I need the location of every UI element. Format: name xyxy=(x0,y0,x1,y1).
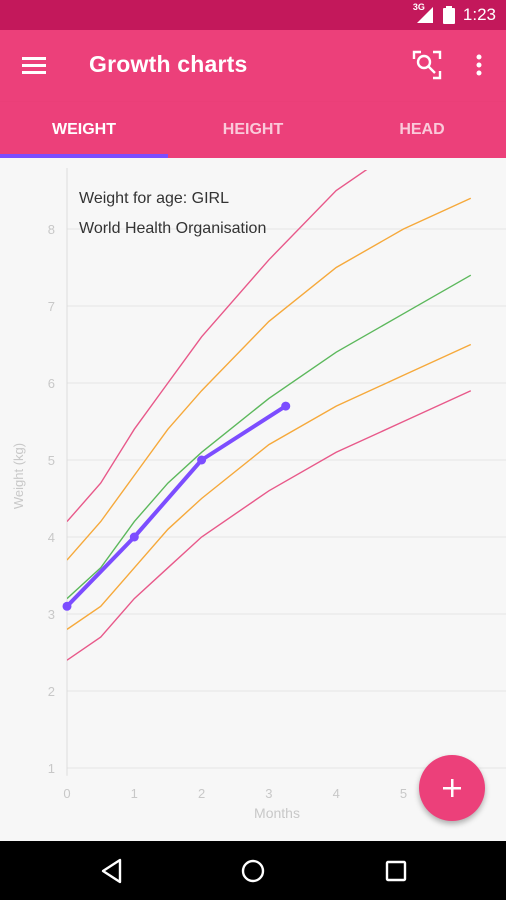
percentile-curve-median xyxy=(67,274,472,600)
measurement-point[interactable] xyxy=(62,601,72,611)
x-axis-label: Months xyxy=(254,805,300,821)
y-tick-label: 2 xyxy=(48,684,55,699)
x-tick-label: 0 xyxy=(63,786,70,801)
nav-bar xyxy=(0,841,506,900)
add-measurement-button[interactable] xyxy=(419,755,485,821)
home-icon[interactable] xyxy=(236,854,270,888)
chart-annotation-source: World Health Organisation xyxy=(79,220,266,237)
measurement-point[interactable] xyxy=(129,532,139,542)
plus-icon xyxy=(443,779,461,797)
tab-bar: WEIGHT HEIGHT HEAD xyxy=(0,102,506,158)
measurement-point[interactable] xyxy=(197,455,207,465)
chart-annotation-title: Weight for age: GIRL xyxy=(79,190,229,207)
more-vert-icon[interactable] xyxy=(468,48,490,82)
measurement-line xyxy=(65,404,287,608)
x-tick-label: 2 xyxy=(198,786,205,801)
y-axis-label: Weight (kg) xyxy=(11,443,26,509)
x-tick-label: 5 xyxy=(400,786,407,801)
percentile-curve-mid xyxy=(67,343,472,630)
back-icon[interactable] xyxy=(95,854,129,888)
app-bar: Growth charts xyxy=(0,30,506,102)
y-tick-label: 1 xyxy=(48,761,55,776)
x-tick-label: 4 xyxy=(333,786,340,801)
signal-icon: 3G xyxy=(413,2,435,24)
y-tick-label: 4 xyxy=(48,530,55,545)
tab-indicator xyxy=(0,154,168,158)
tab-weight[interactable]: WEIGHT xyxy=(52,121,116,138)
search-icon[interactable] xyxy=(410,48,444,82)
percentile-curve-outer xyxy=(67,390,472,661)
percentile-curve-mid xyxy=(67,197,472,561)
y-tick-label: 8 xyxy=(48,222,55,237)
measurement-point[interactable] xyxy=(281,401,291,411)
status-time: 1:23 xyxy=(462,5,496,24)
page-title: Growth charts xyxy=(89,51,248,77)
tab-head[interactable]: HEAD xyxy=(399,121,445,138)
tab-height[interactable]: HEIGHT xyxy=(222,121,284,138)
x-tick-label: 3 xyxy=(265,786,272,801)
y-tick-label: 3 xyxy=(48,607,55,622)
menu-icon[interactable] xyxy=(20,52,50,80)
percentile-curve-outer xyxy=(67,170,368,523)
x-tick-label: 1 xyxy=(131,786,138,801)
y-tick-label: 7 xyxy=(48,299,55,314)
y-tick-label: 6 xyxy=(48,376,55,391)
y-tick-label: 5 xyxy=(48,453,55,468)
recents-icon[interactable] xyxy=(379,854,413,888)
status-bar: 3G 1:23 xyxy=(0,0,506,30)
battery-icon xyxy=(442,6,455,24)
